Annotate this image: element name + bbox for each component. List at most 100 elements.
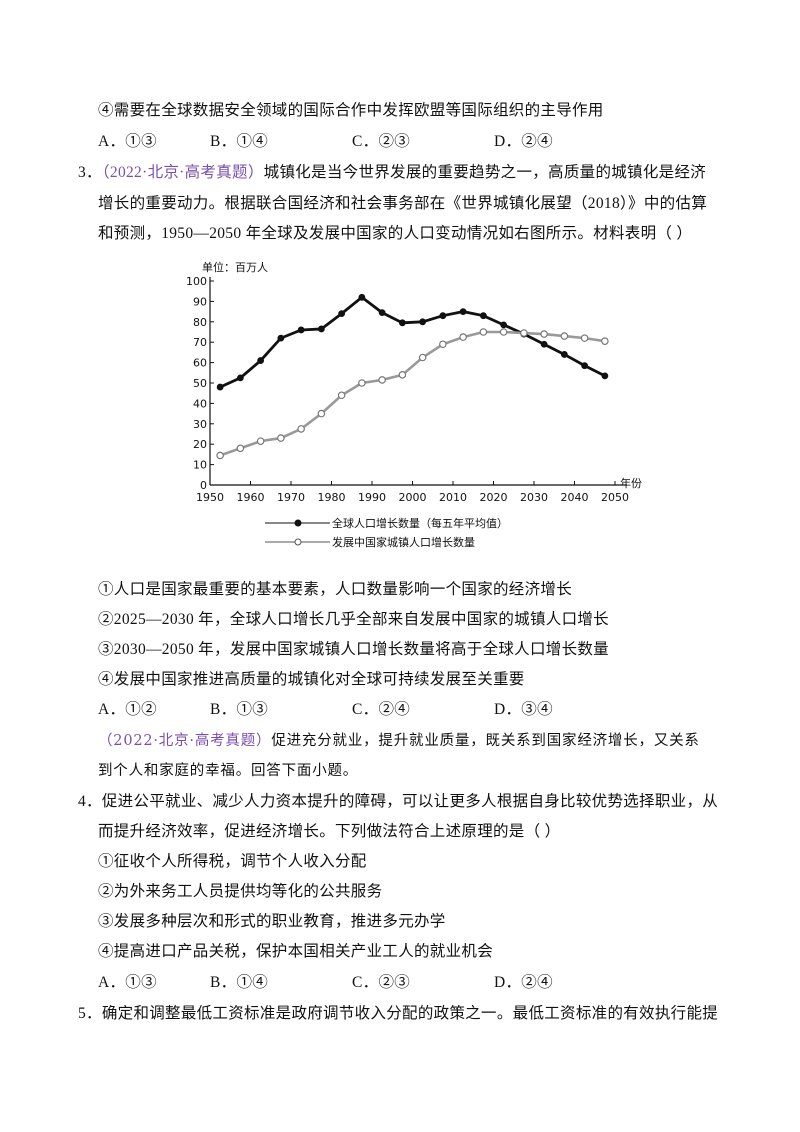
point <box>439 340 447 349</box>
question-number: 5． <box>78 1005 102 1022</box>
x-tick-label: 2040 <box>561 491 589 504</box>
point <box>581 362 589 370</box>
point <box>520 329 528 337</box>
question-number: 4． <box>78 793 102 810</box>
source: （2022·北京·高考真题） <box>101 164 264 181</box>
point <box>479 328 488 336</box>
x-tick-label: 1990 <box>358 491 386 504</box>
statement: ③发展多种层次和形式的职业教育，推进多元办学 <box>98 913 446 930</box>
stem-line: 促进公平就业、减少人力资本提升的障碍，可以让更多人根据自身比较优势选择职业，从 <box>101 793 719 810</box>
question-number: 3． <box>78 164 102 181</box>
material-line: 到个人和家庭的幸福。回答下面小题。 <box>98 763 359 779</box>
statement: ③2030—2050 年，发展中国家城镇人口增长数量将高于全球人口增长数量 <box>98 641 609 658</box>
y-tick-label: 100 <box>186 275 207 288</box>
y-tick-label: 30 <box>193 418 207 431</box>
point <box>236 374 244 382</box>
point <box>277 334 285 342</box>
stem-line: 而提升经济效率，促进经济增长。下列做法符合上述原理的是（ ） <box>98 823 561 840</box>
x-tick-label: 2050 <box>601 491 629 504</box>
legend-marker <box>294 519 302 527</box>
choice: A．①③ <box>98 974 157 991</box>
choice: D．②④ <box>494 133 553 150</box>
statement: ④发展中国家推进高质量的城镇化对全球可持续发展至关重要 <box>98 671 525 688</box>
x-tick-label: 2010 <box>439 491 467 504</box>
statement: ②2025—2030 年，全球人口增长几乎全部来自发展中国家的城镇人口增长 <box>98 611 609 628</box>
point <box>601 337 609 345</box>
material-line: 促进充分就业，提升就业质量，既关系到国家经济增长，又关系 <box>271 733 700 749</box>
choice: B．①③ <box>210 701 269 718</box>
statement: ①人口是国家最重要的基本要素，人口数量影响一个国家的经济增长 <box>98 581 573 598</box>
x-axis-label: 年份 <box>620 476 642 490</box>
point <box>216 451 224 460</box>
choice: A．①③ <box>98 133 157 150</box>
point <box>378 376 386 384</box>
stem-line: 确定和调整最低工资标准是政府调节收入分配的政策之一。最低工资标准的有效执行能提 <box>101 1005 719 1022</box>
choice: C．②④ <box>352 701 411 718</box>
choice: D．②④ <box>494 974 553 991</box>
source: （2022·北京·高考真题） <box>98 733 272 749</box>
point <box>317 409 326 418</box>
point <box>500 321 508 329</box>
series-line <box>219 295 606 389</box>
point <box>378 309 386 317</box>
point <box>439 312 447 320</box>
y-tick-label: 10 <box>193 459 207 472</box>
choice: C．②③ <box>352 133 411 150</box>
x-tick-label: 1950 <box>196 491 224 504</box>
x-tick-label: 1960 <box>237 491 265 504</box>
x-tick-label: 1980 <box>318 491 346 504</box>
point <box>256 437 265 445</box>
statement: ①征收个人所得税，调节个人收入分配 <box>98 853 367 870</box>
point <box>338 310 346 318</box>
stem-line: 和预测，1950—2050 年全球及发展中国家的人口变动情况如右图所示。材料表明… <box>98 225 693 242</box>
point <box>358 293 366 301</box>
choice: C．②③ <box>352 974 411 991</box>
point <box>459 333 467 341</box>
y-tick-label: 70 <box>193 336 207 349</box>
x-tick-label: 1970 <box>277 491 305 504</box>
point <box>540 340 548 348</box>
choice: D．③④ <box>494 701 553 718</box>
choice: B．①④ <box>210 133 269 150</box>
point <box>418 353 427 362</box>
point <box>236 444 245 453</box>
y-tick-label: 50 <box>193 377 207 390</box>
point <box>398 319 406 327</box>
point <box>297 326 305 334</box>
point <box>499 328 508 336</box>
point <box>337 391 346 400</box>
choice: B．①④ <box>210 974 269 991</box>
point <box>560 332 569 340</box>
point <box>358 379 366 387</box>
question-stem: 4．促进公平就业、减少人力资本提升的障碍，可以让更多人根据自身比较优势选择职业，… <box>78 789 718 811</box>
legend-label: 发展中国家城镇人口增长数量 <box>332 535 475 549</box>
point <box>216 383 224 391</box>
material: （2022·北京·高考真题）促进充分就业，提升就业质量，既关系到国家经济增长，又… <box>98 729 700 750</box>
point <box>317 325 325 333</box>
option: ④需要在全球数据安全领域的国际合作中发挥欧盟等国际组织的主导作用 <box>98 102 604 119</box>
x-tick-label: 2030 <box>520 491 548 504</box>
point <box>580 334 589 342</box>
point <box>560 351 568 358</box>
legend-label: 全球人口增长数量（每五年平均值） <box>332 516 508 530</box>
x-tick-label: 2000 <box>399 491 427 504</box>
point <box>277 434 285 442</box>
y-axis-label: 单位：百万人 <box>202 260 268 274</box>
y-tick-label: 0 <box>200 479 207 492</box>
y-tick-label: 80 <box>193 316 207 329</box>
y-tick-label: 60 <box>193 357 207 370</box>
y-tick-label: 90 <box>193 295 207 308</box>
point <box>479 312 487 320</box>
point <box>601 372 609 380</box>
statement: ④提高进口产品关税，保护本国相关产业工人的就业机会 <box>98 943 494 960</box>
statement: ②为外来务工人员提供均等化的公共服务 <box>98 883 383 900</box>
point <box>459 308 467 315</box>
y-tick-label: 20 <box>193 438 207 451</box>
point <box>297 425 305 433</box>
point <box>257 357 265 364</box>
choice: A．①② <box>98 701 157 718</box>
question-stem: 3．（2022·北京·高考真题）城镇化是当今世界发展的重要趋势之一，高质量的城镇… <box>78 160 706 182</box>
question-stem: 5．确定和调整最低工资标准是政府调节收入分配的政策之一。最低工资标准的有效执行能… <box>78 1001 718 1023</box>
